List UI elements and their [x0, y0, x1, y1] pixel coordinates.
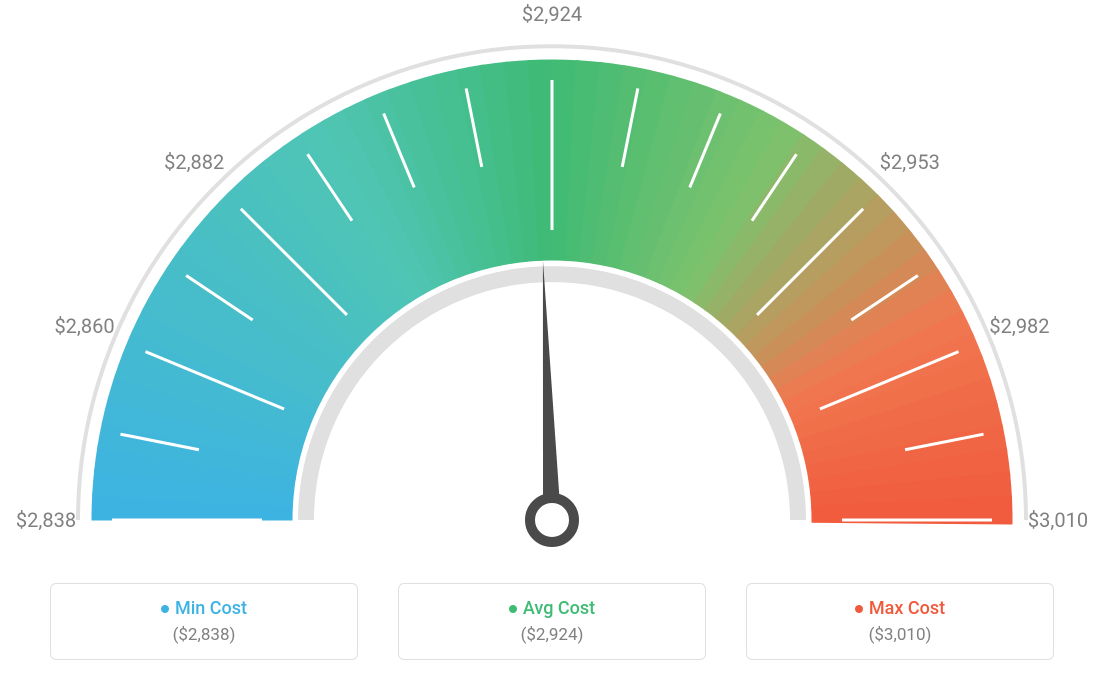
gauge-svg [0, 0, 1104, 560]
legend-value-max: ($3,010) [767, 625, 1033, 645]
legend-title-max-text: Max Cost [869, 598, 945, 619]
scale-label: $2,982 [989, 314, 1049, 338]
scale-label: $2,860 [54, 314, 114, 338]
legend-value-min: ($2,838) [71, 625, 337, 645]
legend-row: Min Cost ($2,838) Avg Cost ($2,924) Max … [0, 583, 1104, 660]
gauge-container: $2,838 $2,860 $2,882 $2,924 $2,953 $2,982 $3,0… [0, 0, 1104, 560]
legend-title-max: Max Cost [767, 598, 1033, 619]
legend-card-min: Min Cost ($2,838) [50, 583, 358, 660]
legend-title-min-text: Min Cost [175, 598, 247, 619]
scale-label: $2,924 [522, 2, 582, 26]
dot-min [161, 605, 169, 613]
scale-label: $2,882 [164, 150, 224, 174]
scale-label: $3,010 [1028, 508, 1088, 532]
scale-label: $2,953 [880, 150, 940, 174]
legend-title-min: Min Cost [71, 598, 337, 619]
scale-label: $2,838 [16, 508, 76, 532]
legend-card-avg: Avg Cost ($2,924) [398, 583, 706, 660]
legend-title-avg: Avg Cost [419, 598, 685, 619]
legend-title-avg-text: Avg Cost [523, 598, 595, 619]
dot-max [855, 605, 863, 613]
legend-value-avg: ($2,924) [419, 625, 685, 645]
dot-avg [509, 605, 517, 613]
legend-card-max: Max Cost ($3,010) [746, 583, 1054, 660]
